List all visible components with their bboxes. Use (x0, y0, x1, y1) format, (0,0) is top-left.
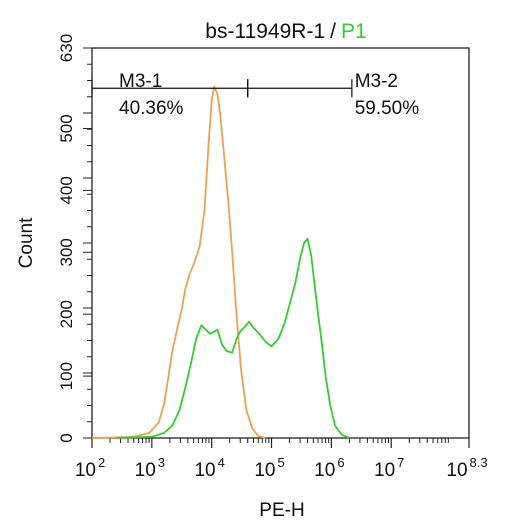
x-tick-exponent: 8.3 (470, 455, 488, 470)
x-tick-exponent: 7 (397, 455, 404, 470)
x-tick-exponent: 3 (158, 455, 165, 470)
x-tick-label: 10 6 (314, 455, 344, 481)
y-tick-label: 630 (57, 34, 76, 62)
gate-percent: 40.36% (119, 98, 184, 119)
y-tick-label: 0 (57, 433, 76, 442)
chart-title-separator: / (330, 20, 336, 43)
y-tick-label: 100 (57, 362, 76, 390)
x-tick-label: 10 4 (194, 455, 224, 481)
x-tick-label: 10 5 (254, 455, 284, 481)
series-line-2 (115, 237, 350, 439)
y-tick-label: 200 (57, 300, 76, 328)
gate-label: M3-1 (119, 71, 162, 92)
gate-label: M3-2 (355, 71, 398, 92)
x-tick-base: 10 (446, 460, 467, 481)
series-line-1 (91, 85, 266, 439)
x-tick-label: 10 8.3 (446, 455, 487, 481)
gate-markers: M3-1 40.36% M3-2 59.50% (91, 71, 420, 119)
y-axis-label: Count (16, 217, 37, 268)
x-tick-base: 10 (75, 460, 96, 481)
x-tick-base: 10 (374, 460, 395, 481)
y-tick-label: 300 (57, 238, 76, 266)
x-tick-base: 10 (194, 460, 215, 481)
x-tick-base: 10 (314, 460, 335, 481)
y-axis-ticks: 0 100 200 300 400 500 630 (57, 34, 92, 443)
x-tick-label: 10 7 (374, 455, 404, 481)
x-tick-label: 10 3 (135, 455, 165, 481)
gate-percent: 59.50% (355, 98, 420, 119)
x-axis-label: PE-H (259, 500, 304, 521)
x-tick-exponent: 2 (98, 455, 105, 470)
chart-title-gate: P1 (341, 20, 367, 43)
y-tick-label: 500 (57, 114, 76, 142)
x-tick-exponent: 6 (337, 455, 344, 470)
x-tick-base: 10 (135, 460, 156, 481)
chart-title: bs-11949R-1/P1 (205, 20, 366, 43)
x-tick-exponent: 4 (218, 455, 225, 470)
x-tick-label: 10 2 (75, 455, 105, 481)
x-tick-exponent: 5 (277, 455, 284, 470)
histogram-series (91, 85, 350, 439)
y-tick-label: 400 (57, 176, 76, 204)
chart-title-main: bs-11949R-1 (205, 20, 325, 43)
x-axis-ticks: 10 2 10 3 10 4 10 5 10 6 10 7 10 8.3 (75, 438, 488, 481)
x-tick-base: 10 (254, 460, 275, 481)
